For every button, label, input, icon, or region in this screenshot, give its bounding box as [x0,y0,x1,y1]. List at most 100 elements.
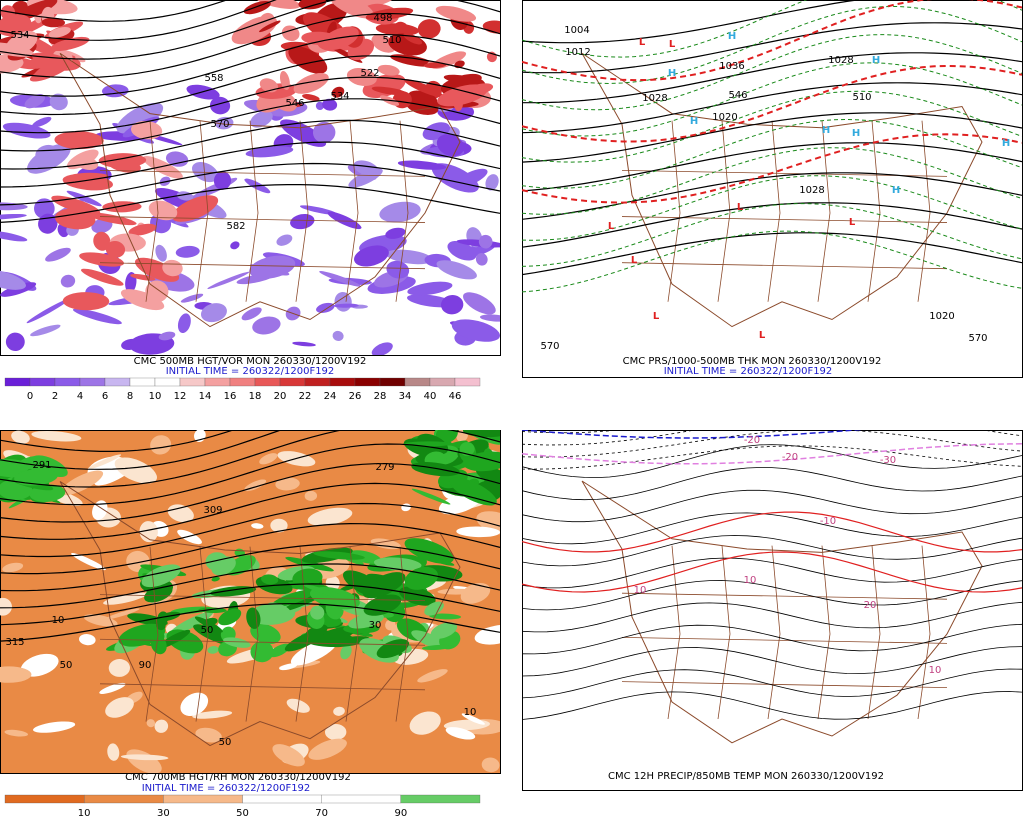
shaded-area [461,713,485,725]
shaded-area [288,46,328,74]
shaded-area [114,457,157,484]
contour-line [0,603,500,642]
shaded-area [192,710,233,719]
shaded-area [259,12,275,27]
colorbar-label: 50 [236,808,249,819]
shaded-area [485,174,499,191]
panel-frame [522,430,1023,791]
shaded-area [27,143,71,174]
colorbar-label: 30 [157,808,170,819]
shaded-area [340,644,352,660]
contour-line [0,430,236,452]
shaded-area [324,724,347,741]
shaded-area [270,518,288,533]
shaded-area [24,94,46,109]
pressure-center: H [872,55,880,66]
contour-line [0,443,500,506]
contour-line [522,0,1022,58]
contour-label: -20 [744,435,760,446]
contour-line [522,0,862,44]
shaded-area [2,122,51,139]
shaded-area [195,727,222,743]
shaded-area [83,614,118,627]
contour-label: -10 [820,516,836,527]
state-border [917,120,931,302]
colorbar-label: 70 [315,808,328,819]
shaded-area [407,281,453,296]
shaded-area [331,86,345,98]
colorbar-label: 8 [127,391,133,402]
contour-line [522,22,1022,74]
colorbar-label: 28 [374,391,387,402]
contour-label: 30 [369,620,382,631]
shaded-area [91,218,113,234]
contour-line [0,463,500,523]
state-border [99,216,426,223]
shaded-area [165,151,189,167]
contour-line [522,535,1022,567]
shaded-area [435,5,477,22]
shaded-area [421,644,453,651]
state-border [621,637,948,644]
pressure-center: H [892,185,900,196]
shaded-area [30,324,61,337]
colorbar-swatch [304,377,331,387]
coastline [581,52,983,328]
shaded-area [87,454,122,470]
shaded-area [107,743,120,761]
contour-line [522,430,866,439]
contour-label: 522 [360,68,379,79]
shaded-area [252,316,281,335]
shaded-area [225,555,256,576]
shaded-area [128,223,157,236]
colorbar-swatch [321,794,401,804]
shaded-area [0,230,28,242]
contour-line [522,175,1022,241]
shaded-area [261,574,279,585]
state-border [99,594,426,602]
contour-line [0,430,500,488]
contour-line [522,668,1022,699]
pressure-center: L [639,37,646,48]
shaded-area [54,208,96,230]
shaded-area [142,156,183,179]
colorbar-swatch [29,377,56,387]
contour-label: 50 [201,625,214,636]
shaded-area [34,198,55,219]
state-border [667,120,681,302]
contour-line [0,563,500,609]
contour-label: 534 [10,30,29,41]
contour-label: 315 [5,637,24,648]
shaded-area [284,629,325,652]
shaded-area [379,201,421,223]
contour-line [522,62,1022,137]
shaded-area [325,575,340,591]
shaded-area [292,341,316,347]
shaded-area [475,253,488,266]
shaded-area [342,570,384,598]
contour-label: 570 [540,341,559,352]
shaded-area [154,719,169,733]
contour-line [522,232,1022,276]
shaded-area [0,14,32,37]
contour-line [0,98,500,152]
panel-title: CMC 700MB HGT/RH MON 260330/1200V192 [125,772,351,783]
contour-line [522,82,1022,134]
contour-line [522,601,1022,633]
pressure-center: L [669,39,676,50]
colorbar-swatch [129,377,156,387]
colorbar-label: 46 [449,391,462,402]
contour-line [0,522,500,575]
colorbar-swatch [163,794,243,804]
contour-line [522,489,1022,523]
state-border [295,546,309,722]
initial-time: INITIAL TIME = 260322/1200F192 [142,783,311,794]
colorbar-label: 16 [224,391,237,402]
contour-line [0,543,500,592]
shaded-area [0,213,27,220]
contour-line [522,646,1022,677]
colorbar-label: 22 [299,391,312,402]
shaded-area [404,538,454,564]
shaded-area [315,101,325,110]
